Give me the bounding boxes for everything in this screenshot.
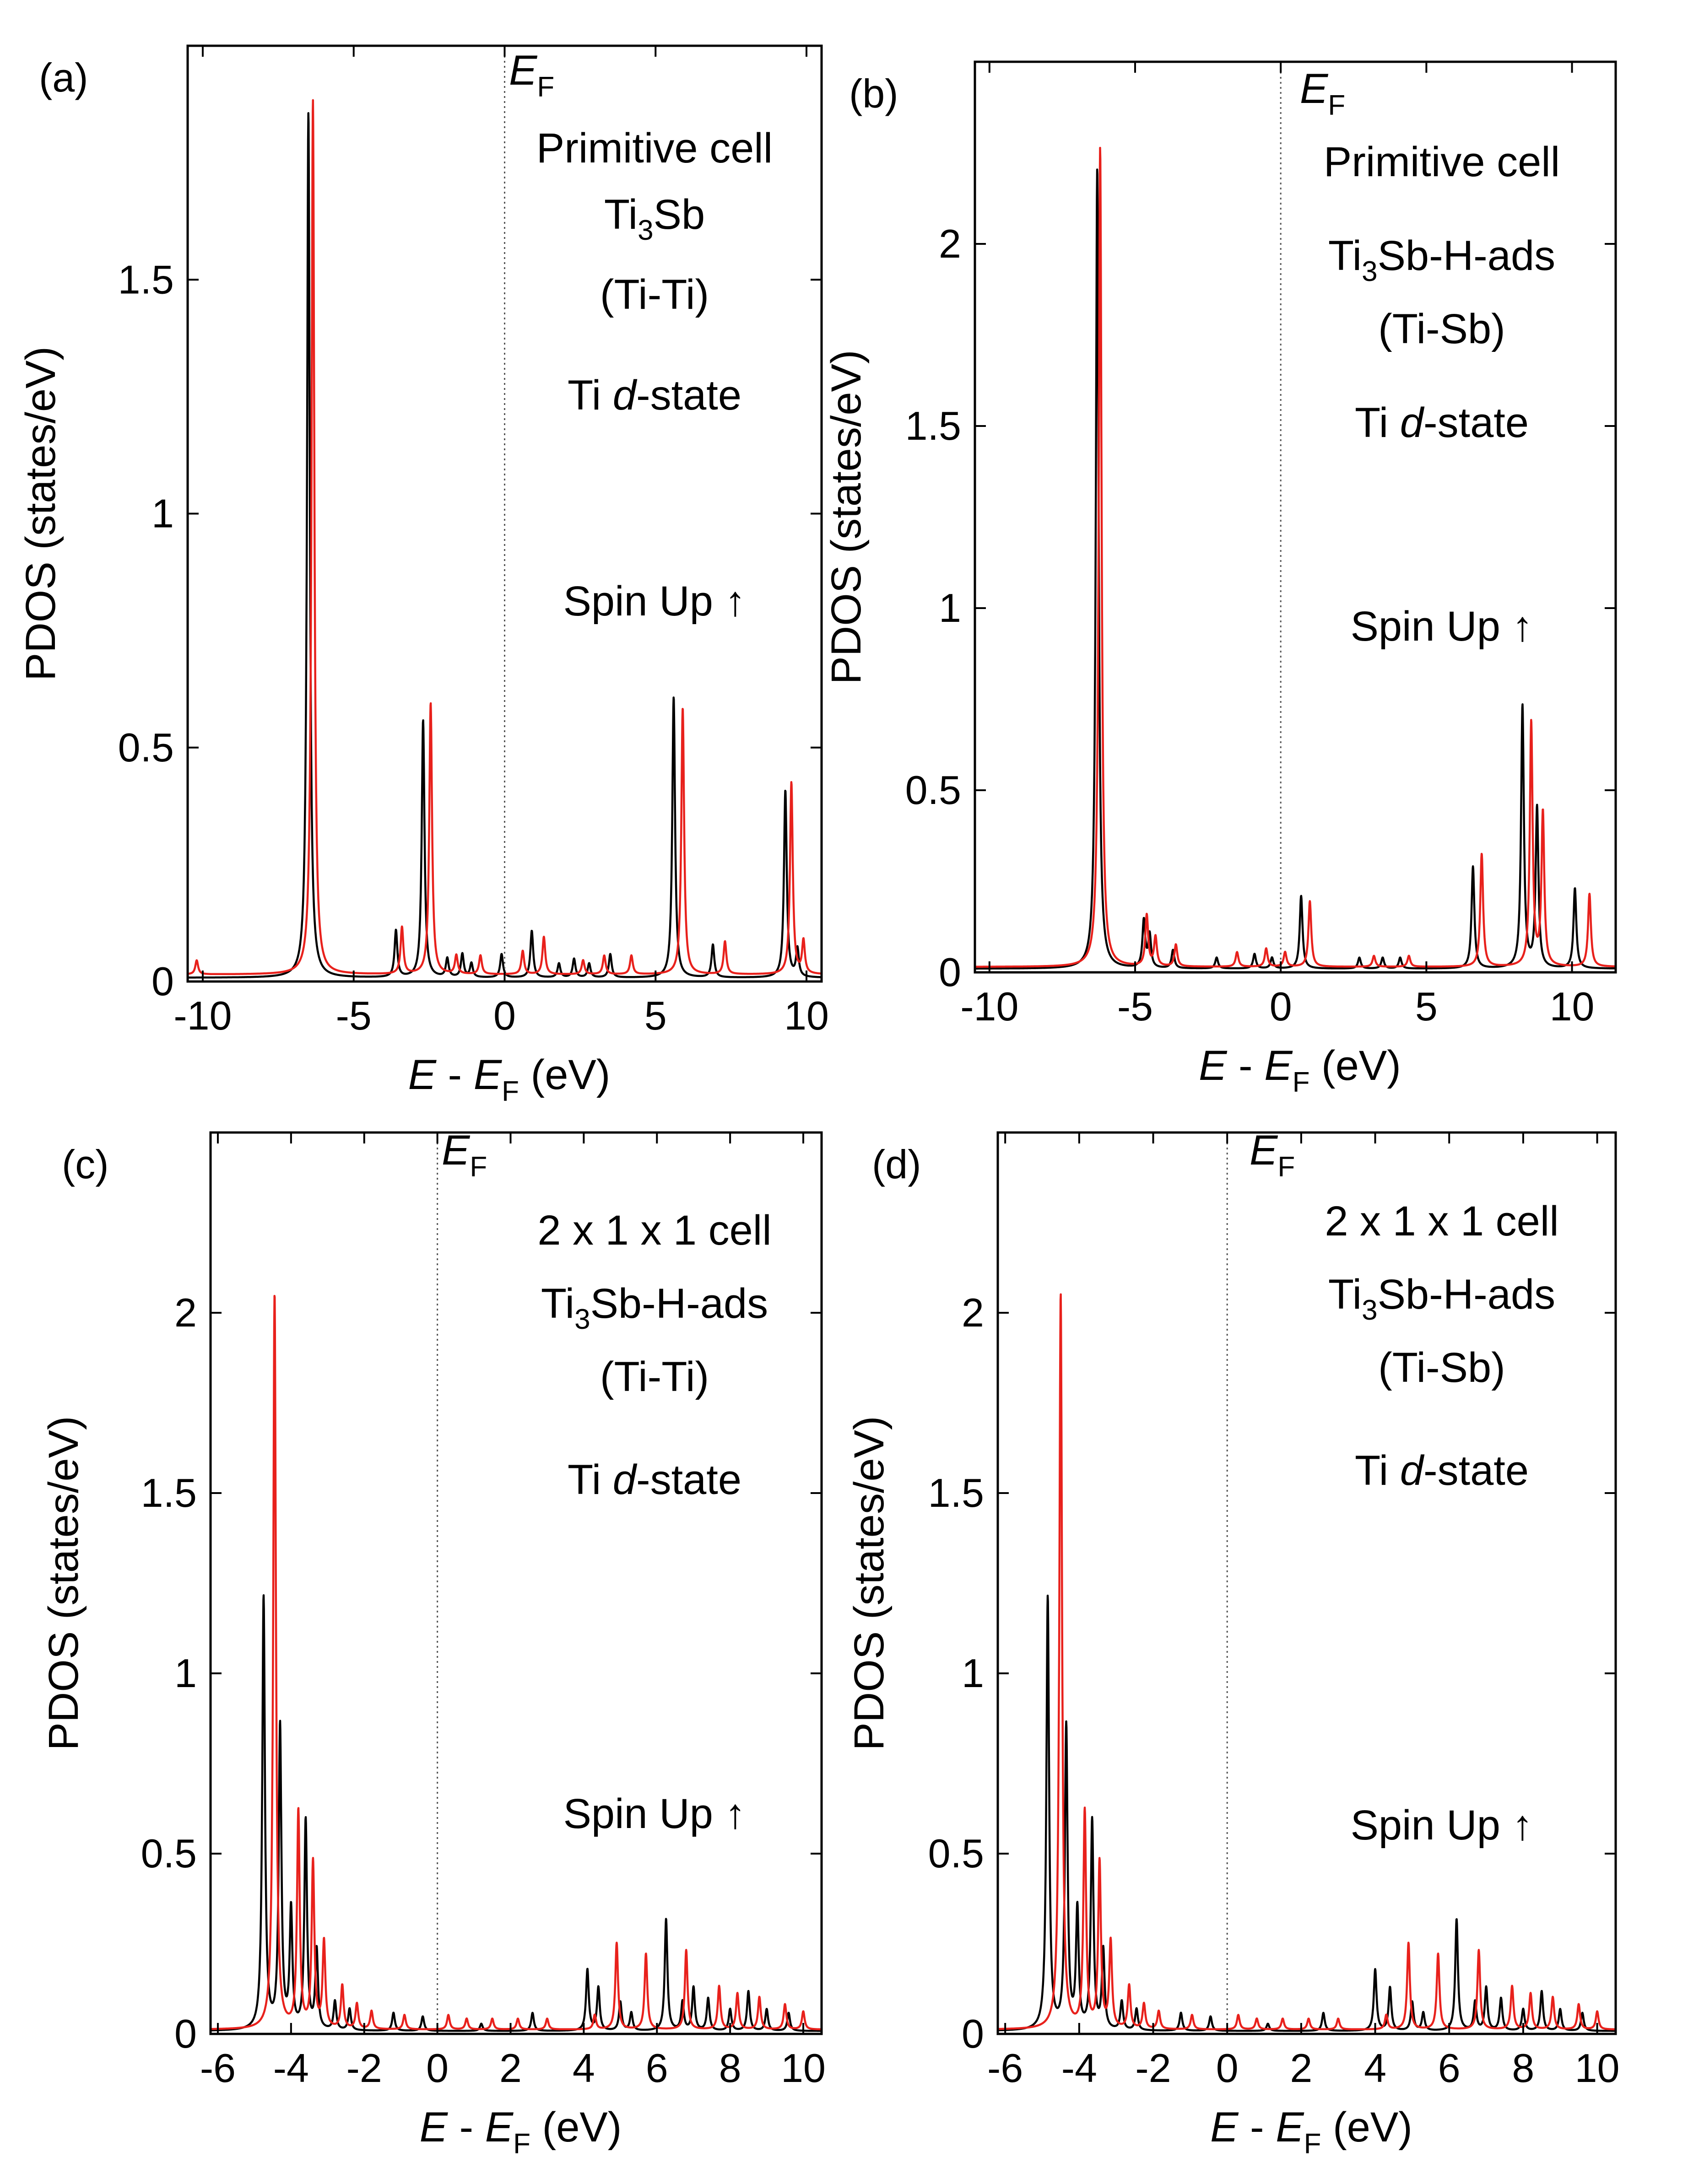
x-tick-label: 4: [573, 2045, 595, 2091]
compound-annotation: Ti3Sb: [604, 191, 705, 246]
x-axis-label: E - EF (eV): [1210, 2104, 1412, 2160]
x-tick-label: 2: [1290, 2045, 1312, 2091]
x-tick-label: 0: [1216, 2045, 1239, 2091]
x-tick-label: 10: [1550, 984, 1595, 1029]
x-tick-label: -2: [1135, 2045, 1171, 2091]
y-tick-label: 0: [962, 2011, 984, 2056]
x-tick-label: 2: [499, 2045, 522, 2091]
x-axis-label: E - EF (eV): [420, 2104, 622, 2160]
cell-annotation: Primitive cell: [536, 125, 773, 172]
state-annotation: Ti d-state: [568, 1456, 741, 1503]
y-tick-label: 1: [151, 491, 174, 536]
compound-annotation: Ti3Sb-H-ads: [1328, 1271, 1555, 1326]
plot-frame: [996, 1131, 1617, 2035]
y-tick-label: 0.5: [141, 1831, 197, 1876]
y-tick-label: 0: [174, 2011, 197, 2056]
panel-label: (d): [872, 1142, 921, 1187]
y-axis-label: PDOS (states/eV): [17, 346, 64, 681]
spin-annotation: Spin Up ↑: [1351, 1802, 1533, 1849]
x-tick-label: 0: [426, 2045, 449, 2091]
fermi-label: EF: [509, 47, 554, 103]
state-annotation: Ti d-state: [568, 372, 741, 419]
x-tick-label: 5: [1415, 984, 1438, 1029]
y-tick-label: 0: [939, 949, 961, 995]
fermi-label: EF: [442, 1127, 487, 1183]
x-tick-label: 10: [784, 993, 829, 1038]
panel-a: -10 -5 0 5 10 0 0.5 1 1.5 (a) PDOS (states/eV) E - …: [17, 44, 829, 1107]
x-tick-label: 5: [644, 993, 667, 1038]
site-annotation: (Ti-Sb): [1378, 306, 1505, 352]
y-tick-label: 1.5: [905, 403, 961, 448]
y-tick-label: 1.5: [928, 1470, 984, 1515]
x-tick-label: 6: [1438, 2045, 1461, 2091]
panel-label: (b): [849, 71, 898, 116]
series-red-line: [998, 1293, 1616, 2031]
y-tick-label: 1.5: [141, 1470, 197, 1515]
x-tick-label: -2: [346, 2045, 382, 2091]
y-tick-label: 1.5: [118, 257, 174, 302]
spin-annotation: Spin Up ↑: [563, 1790, 746, 1837]
x-tick-label: 0: [493, 993, 516, 1038]
site-annotation: (Ti-Ti): [600, 271, 709, 318]
state-annotation: Ti d-state: [1355, 1447, 1529, 1494]
series-black-line: [998, 1594, 1616, 2032]
y-tick-label: 1: [174, 1650, 197, 1696]
compound-annotation: Ti3Sb-H-ads: [1328, 232, 1555, 287]
x-tick-label: -5: [336, 993, 372, 1038]
cell-annotation: 2 x 1 x 1 cell: [537, 1207, 771, 1254]
y-tick-label: 2: [962, 1290, 984, 1335]
y-tick-label: 1: [962, 1650, 984, 1696]
spin-annotation: Spin Up ↑: [563, 578, 746, 625]
x-tick-label: 8: [1512, 2045, 1534, 2091]
series-red-line: [975, 146, 1616, 968]
y-tick-label: 2: [939, 221, 961, 266]
plot-frame: [209, 1131, 823, 2035]
spin-annotation: Spin Up ↑: [1351, 603, 1533, 650]
x-tick-label: 4: [1364, 2045, 1386, 2091]
series-black-line: [975, 168, 1616, 970]
x-tick-label: -4: [273, 2045, 309, 2091]
x-tick-label: 10: [1575, 2045, 1620, 2091]
series-black-line: [211, 1594, 822, 2032]
site-annotation: (Ti-Ti): [600, 1354, 709, 1400]
y-axis-label: PDOS (states/eV): [823, 350, 870, 684]
y-tick-label: 0.5: [905, 767, 961, 813]
fermi-label: EF: [1250, 1127, 1295, 1183]
compound-annotation: Ti3Sb-H-ads: [541, 1280, 768, 1335]
y-tick-label: 0: [151, 959, 174, 1004]
plot-frame: [974, 60, 1617, 974]
site-annotation: (Ti-Sb): [1378, 1344, 1505, 1391]
y-axis-label: PDOS (states/eV): [40, 1416, 87, 1750]
panel-d: -6 -4 -2 0 2 4 6 8 10 0 0.5 1 1.5 2 (d) PDOS (states/eV…: [846, 1127, 1620, 2160]
panel-c: -6 -4 -2 0 2 4 6 8 10 0 0.5 1 1.5 2 (c) PDOS (states/eV…: [40, 1127, 826, 2160]
x-axis-label: E - EF (eV): [1199, 1042, 1401, 1098]
x-tick-label: -6: [987, 2045, 1023, 2091]
y-axis-label: PDOS (states/eV): [846, 1416, 893, 1750]
y-tick-label: 2: [174, 1290, 197, 1335]
series-red-line: [211, 1294, 822, 2031]
panel-label: (a): [39, 55, 88, 100]
panel-label: (c): [62, 1142, 109, 1187]
x-tick-label: 6: [646, 2045, 668, 2091]
cell-annotation: 2 x 1 x 1 cell: [1325, 1198, 1558, 1245]
x-tick-label: 0: [1270, 984, 1292, 1029]
x-tick-label: -10: [960, 984, 1018, 1029]
x-tick-label: -5: [1117, 984, 1153, 1029]
series-red-line: [188, 99, 822, 976]
x-tick-label: -4: [1061, 2045, 1097, 2091]
y-tick-label: 0.5: [928, 1831, 984, 1876]
x-tick-label: 10: [781, 2045, 826, 2091]
x-tick-label: 8: [719, 2045, 741, 2091]
x-axis-label: E - EF (eV): [408, 1052, 611, 1107]
state-annotation: Ti d-state: [1355, 399, 1529, 446]
panel-b: -10 -5 0 5 10 0 0.5 1 1.5 2 (b) PDOS (states/eV) E -…: [823, 60, 1617, 1098]
fermi-label: EF: [1300, 65, 1345, 121]
cell-annotation: Primitive cell: [1324, 139, 1560, 185]
x-tick-label: -10: [173, 993, 232, 1038]
y-tick-label: 0.5: [118, 725, 174, 770]
x-tick-label: -6: [200, 2045, 236, 2091]
y-tick-label: 1: [939, 585, 961, 631]
